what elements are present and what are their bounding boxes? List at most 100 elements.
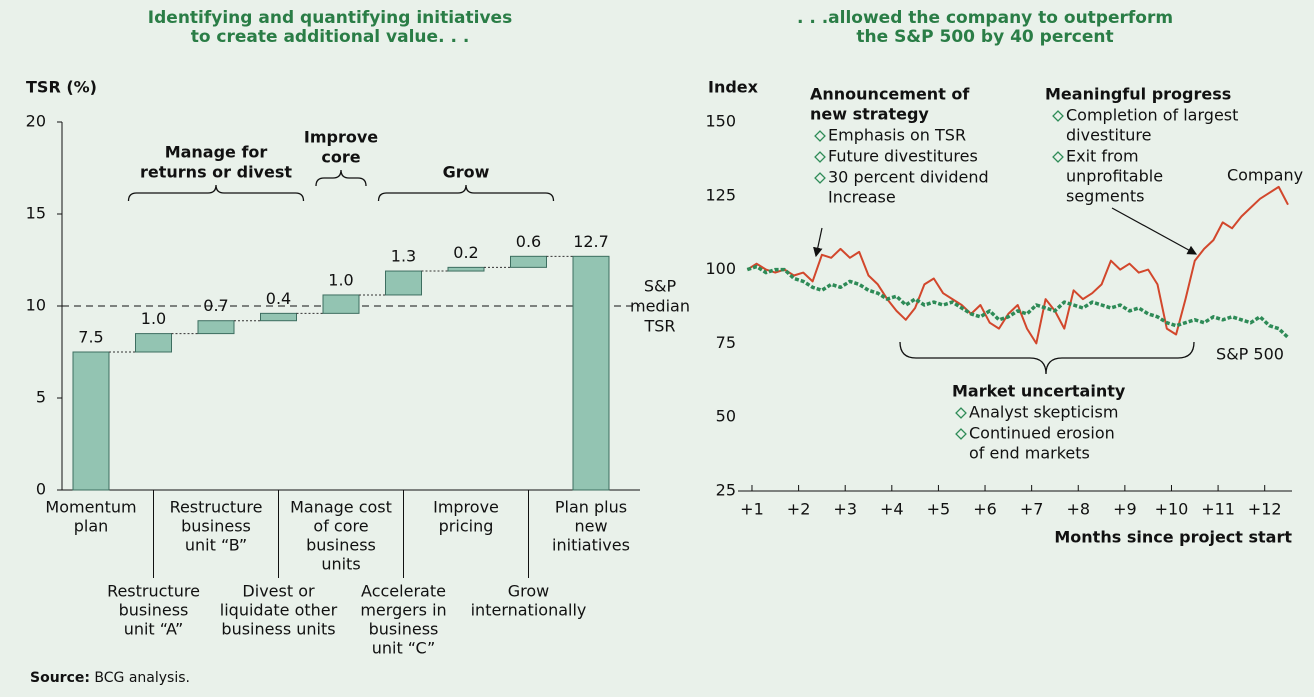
annotation-title: new strategy	[810, 105, 929, 124]
bar	[322, 294, 360, 314]
value-label: 7.5	[78, 328, 103, 347]
series-line	[746, 185, 1289, 345]
source-label: Source:	[30, 670, 90, 686]
x-tick-label: business units	[221, 620, 335, 639]
annotation-item: Continued erosion	[969, 424, 1115, 443]
x-tick-label: of core	[313, 517, 368, 536]
x-tick-label: mergers in	[360, 601, 446, 620]
x-tick-label: business	[181, 517, 251, 536]
source-text: BCG analysis.	[94, 670, 190, 686]
annotation-item: of end markets	[969, 444, 1090, 463]
annotation-item: Analyst skepticism	[969, 403, 1118, 422]
annotation-item: unprofitable	[1066, 167, 1163, 186]
x-tick-label: +8	[1066, 500, 1090, 519]
annotation-item: Increase	[828, 188, 896, 207]
x-tick-label: Restructure	[170, 498, 263, 517]
bullet	[1052, 110, 1064, 122]
reference-label: S&P	[644, 277, 677, 296]
group-label: returns or divest	[140, 163, 292, 182]
x-tick-label: unit “B”	[185, 536, 247, 555]
annotation-item: Exit from	[1066, 147, 1139, 166]
group-label: Improve	[304, 128, 378, 147]
annotation-item: divestiture	[1066, 126, 1151, 145]
group-brace	[377, 184, 555, 202]
y-tick-label: 5	[36, 388, 46, 407]
value-label: 1.3	[391, 247, 416, 266]
value-label: 0.2	[453, 243, 478, 262]
brace	[899, 341, 1195, 375]
x-tick-label: units	[321, 555, 360, 574]
x-tick-label: liquidate other	[220, 601, 338, 620]
x-tick-label: internationally	[471, 601, 587, 620]
x-tick-label: +9	[1113, 500, 1137, 519]
source: Source: BCG analysis.	[30, 670, 190, 686]
arrow	[1111, 207, 1198, 255]
x-tick-label: plan	[74, 517, 109, 536]
bullet	[955, 407, 967, 419]
value-label: 0.6	[516, 232, 541, 251]
chart-title: Identifying and quantifying initiatives	[148, 8, 512, 28]
bullet	[1052, 151, 1064, 163]
value-label: 12.7	[573, 232, 609, 251]
y-axis-label: TSR (%)	[26, 78, 97, 97]
series-label: S&P 500	[1216, 345, 1284, 364]
annotation-title: Meaningful progress	[1045, 85, 1231, 104]
x-tick-label: +1	[740, 500, 764, 519]
x-tick-label: business	[306, 536, 376, 555]
annotation-item: Completion of largest	[1066, 106, 1238, 125]
x-tick-label: +2	[787, 500, 811, 519]
bar	[197, 320, 235, 335]
bar	[260, 312, 297, 322]
x-tick-label: Manage cost	[290, 498, 392, 517]
y-tick-label: 50	[716, 407, 736, 426]
chart-title: the S&P 500 by 40 percent	[856, 27, 1113, 47]
series-label: Company	[1227, 166, 1303, 185]
value-label: 0.4	[266, 289, 291, 308]
y-tick-label: 125	[705, 185, 736, 204]
chart-title: . . .allowed the company to outperform	[797, 8, 1173, 28]
bullet	[955, 428, 967, 440]
y-tick-label: 20	[26, 112, 46, 131]
x-tick-label: +11	[1201, 500, 1235, 519]
x-tick-label: +5	[927, 500, 951, 519]
reference-label: TSR	[643, 317, 675, 336]
y-tick-label: 10	[26, 296, 46, 315]
group-label: core	[321, 148, 360, 167]
x-tick-label: Divest or	[242, 582, 315, 601]
chart-title: to create additional value. . .	[191, 27, 470, 47]
x-axis-label: Months since project start	[1054, 528, 1292, 547]
annotation-title: Announcement of	[810, 85, 970, 104]
x-tick-label: +7	[1020, 500, 1044, 519]
group-label: Grow	[443, 163, 490, 182]
x-tick-label: business	[369, 620, 439, 639]
group-brace	[315, 169, 367, 187]
y-tick-label: 25	[716, 481, 736, 500]
x-tick-label: +10	[1155, 500, 1189, 519]
bar	[385, 270, 422, 296]
y-tick-label: 0	[36, 480, 46, 499]
group-brace	[127, 184, 305, 202]
value-label: 1.0	[141, 309, 166, 328]
bullet	[814, 151, 826, 163]
x-tick-label: +3	[833, 500, 857, 519]
x-tick-label: +6	[973, 500, 997, 519]
x-tick-label: initiatives	[552, 536, 630, 555]
annotation-item: Future divestitures	[828, 147, 978, 166]
bar	[135, 333, 172, 353]
y-axis-label: Index	[708, 78, 759, 97]
x-tick-label: unit “A”	[124, 620, 184, 639]
annotation-title: Market uncertainty	[952, 382, 1126, 401]
group-label: Manage for	[165, 143, 268, 162]
reference-label: median	[630, 297, 690, 316]
x-tick-label: Momentum	[45, 498, 136, 517]
y-tick-label: 15	[26, 204, 46, 223]
bar	[572, 255, 610, 491]
x-tick-label: pricing	[439, 517, 494, 536]
annotation-item: Emphasis on TSR	[828, 126, 966, 145]
x-tick-label: Grow	[508, 582, 550, 601]
arrow	[813, 227, 823, 258]
bullet	[814, 130, 826, 142]
series-line	[746, 264, 1290, 339]
